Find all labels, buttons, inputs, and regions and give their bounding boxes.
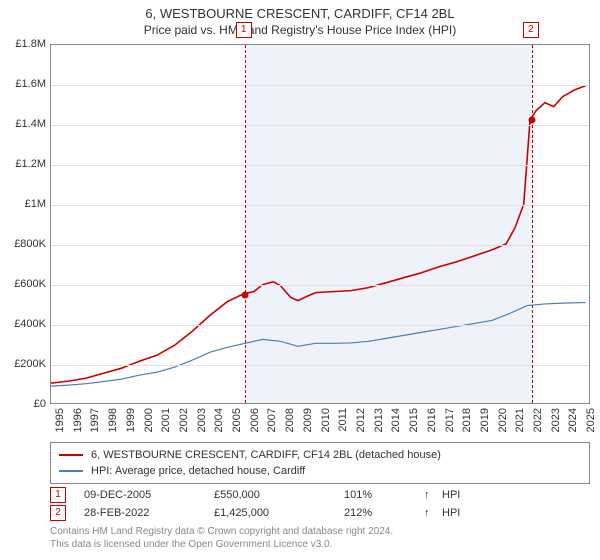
- legend-label: 6, WESTBOURNE CRESCENT, CARDIFF, CF14 2B…: [91, 449, 441, 461]
- y-tick-label: £200K: [2, 358, 46, 370]
- event-marker-ref: 2: [50, 505, 66, 521]
- x-tick-label: 2007: [266, 408, 278, 438]
- x-tick-label: 2019: [479, 408, 491, 438]
- gridline: [51, 125, 589, 126]
- x-tick-label: 1997: [89, 408, 101, 438]
- chart-container: 6, WESTBOURNE CRESCENT, CARDIFF, CF14 2B…: [0, 0, 600, 560]
- x-tick-label: 2008: [284, 408, 296, 438]
- event-pct: 101%: [344, 489, 424, 501]
- event-marker-box: 1: [236, 22, 252, 38]
- gridline: [51, 165, 589, 166]
- gridline: [51, 85, 589, 86]
- data-point-dot: [241, 292, 248, 299]
- legend-swatch: [59, 470, 83, 472]
- plot-area: [50, 44, 590, 404]
- legend-swatch: [59, 454, 83, 456]
- footer-line-1: Contains HM Land Registry data © Crown c…: [50, 526, 590, 539]
- gridline: [51, 285, 589, 286]
- series-line: [51, 86, 585, 383]
- chart-title: 6, WESTBOURNE CRESCENT, CARDIFF, CF14 2B…: [0, 0, 600, 21]
- y-tick-label: £1.6M: [2, 78, 46, 90]
- event-price: £550,000: [214, 489, 344, 501]
- event-row: 2 28-FEB-2022£1,425,000212%↑HPI: [50, 504, 590, 522]
- event-marker-line: [245, 45, 246, 403]
- x-tick-label: 2025: [585, 408, 597, 438]
- gridline: [51, 205, 589, 206]
- y-tick-label: £1M: [2, 198, 46, 210]
- x-tick-label: 2014: [390, 408, 402, 438]
- y-tick-label: £800K: [2, 238, 46, 250]
- x-tick-label: 1996: [72, 408, 84, 438]
- x-tick-label: 2000: [143, 408, 155, 438]
- series-line: [51, 303, 585, 387]
- legend-label: HPI: Average price, detached house, Card…: [91, 465, 305, 477]
- gridline: [51, 325, 589, 326]
- x-tick-label: 2010: [320, 408, 332, 438]
- footer-line-2: This data is licensed under the Open Gov…: [50, 539, 590, 552]
- x-tick-label: 2023: [550, 408, 562, 438]
- event-vs: HPI: [442, 507, 482, 519]
- event-marker-ref: 1: [50, 487, 66, 503]
- x-tick-label: 2001: [160, 408, 172, 438]
- x-tick-label: 2012: [355, 408, 367, 438]
- y-tick-label: £0: [2, 398, 46, 410]
- event-row: 1 09-DEC-2005£550,000101%↑HPI: [50, 486, 590, 504]
- gridline: [51, 365, 589, 366]
- x-tick-label: 2002: [178, 408, 190, 438]
- x-tick-label: 1999: [125, 408, 137, 438]
- y-tick-label: £1.4M: [2, 118, 46, 130]
- event-arrow: ↑: [424, 489, 442, 501]
- event-date: 09-DEC-2005: [84, 489, 214, 501]
- x-tick-label: 2015: [408, 408, 420, 438]
- data-point-dot: [528, 117, 535, 124]
- x-tick-label: 2020: [497, 408, 509, 438]
- x-tick-label: 1995: [54, 408, 66, 438]
- chart-subtitle: Price paid vs. HM Land Registry's House …: [0, 21, 600, 43]
- footer-attribution: Contains HM Land Registry data © Crown c…: [50, 526, 590, 551]
- x-tick-label: 2003: [196, 408, 208, 438]
- event-marker-box: 2: [523, 22, 539, 38]
- event-arrow: ↑: [424, 507, 442, 519]
- x-tick-label: 2018: [461, 408, 473, 438]
- event-price: £1,425,000: [214, 507, 344, 519]
- x-tick-label: 2021: [514, 408, 526, 438]
- event-vs: HPI: [442, 489, 482, 501]
- x-tick-label: 2006: [249, 408, 261, 438]
- x-tick-label: 2024: [567, 408, 579, 438]
- x-tick-label: 2022: [532, 408, 544, 438]
- y-tick-label: £1.2M: [2, 158, 46, 170]
- gridline: [51, 245, 589, 246]
- x-tick-label: 2013: [373, 408, 385, 438]
- x-tick-label: 2009: [302, 408, 314, 438]
- events-table: 1 09-DEC-2005£550,000101%↑HPI 2 28-FEB-2022…: [50, 486, 590, 522]
- y-tick-label: £400K: [2, 318, 46, 330]
- x-tick-label: 2004: [213, 408, 225, 438]
- x-tick-label: 1998: [107, 408, 119, 438]
- x-tick-label: 2011: [337, 408, 349, 438]
- x-tick-label: 2005: [231, 408, 243, 438]
- legend-item: HPI: Average price, detached house, Card…: [59, 463, 581, 479]
- chart-lines-svg: [51, 45, 589, 403]
- x-tick-label: 2017: [444, 408, 456, 438]
- y-tick-label: £1.8M: [2, 38, 46, 50]
- event-pct: 212%: [344, 507, 424, 519]
- event-marker-line: [532, 45, 533, 403]
- event-date: 28-FEB-2022: [84, 507, 214, 519]
- legend-item: 6, WESTBOURNE CRESCENT, CARDIFF, CF14 2B…: [59, 447, 581, 463]
- x-tick-label: 2016: [426, 408, 438, 438]
- y-tick-label: £600K: [2, 278, 46, 290]
- legend: 6, WESTBOURNE CRESCENT, CARDIFF, CF14 2B…: [50, 442, 590, 484]
